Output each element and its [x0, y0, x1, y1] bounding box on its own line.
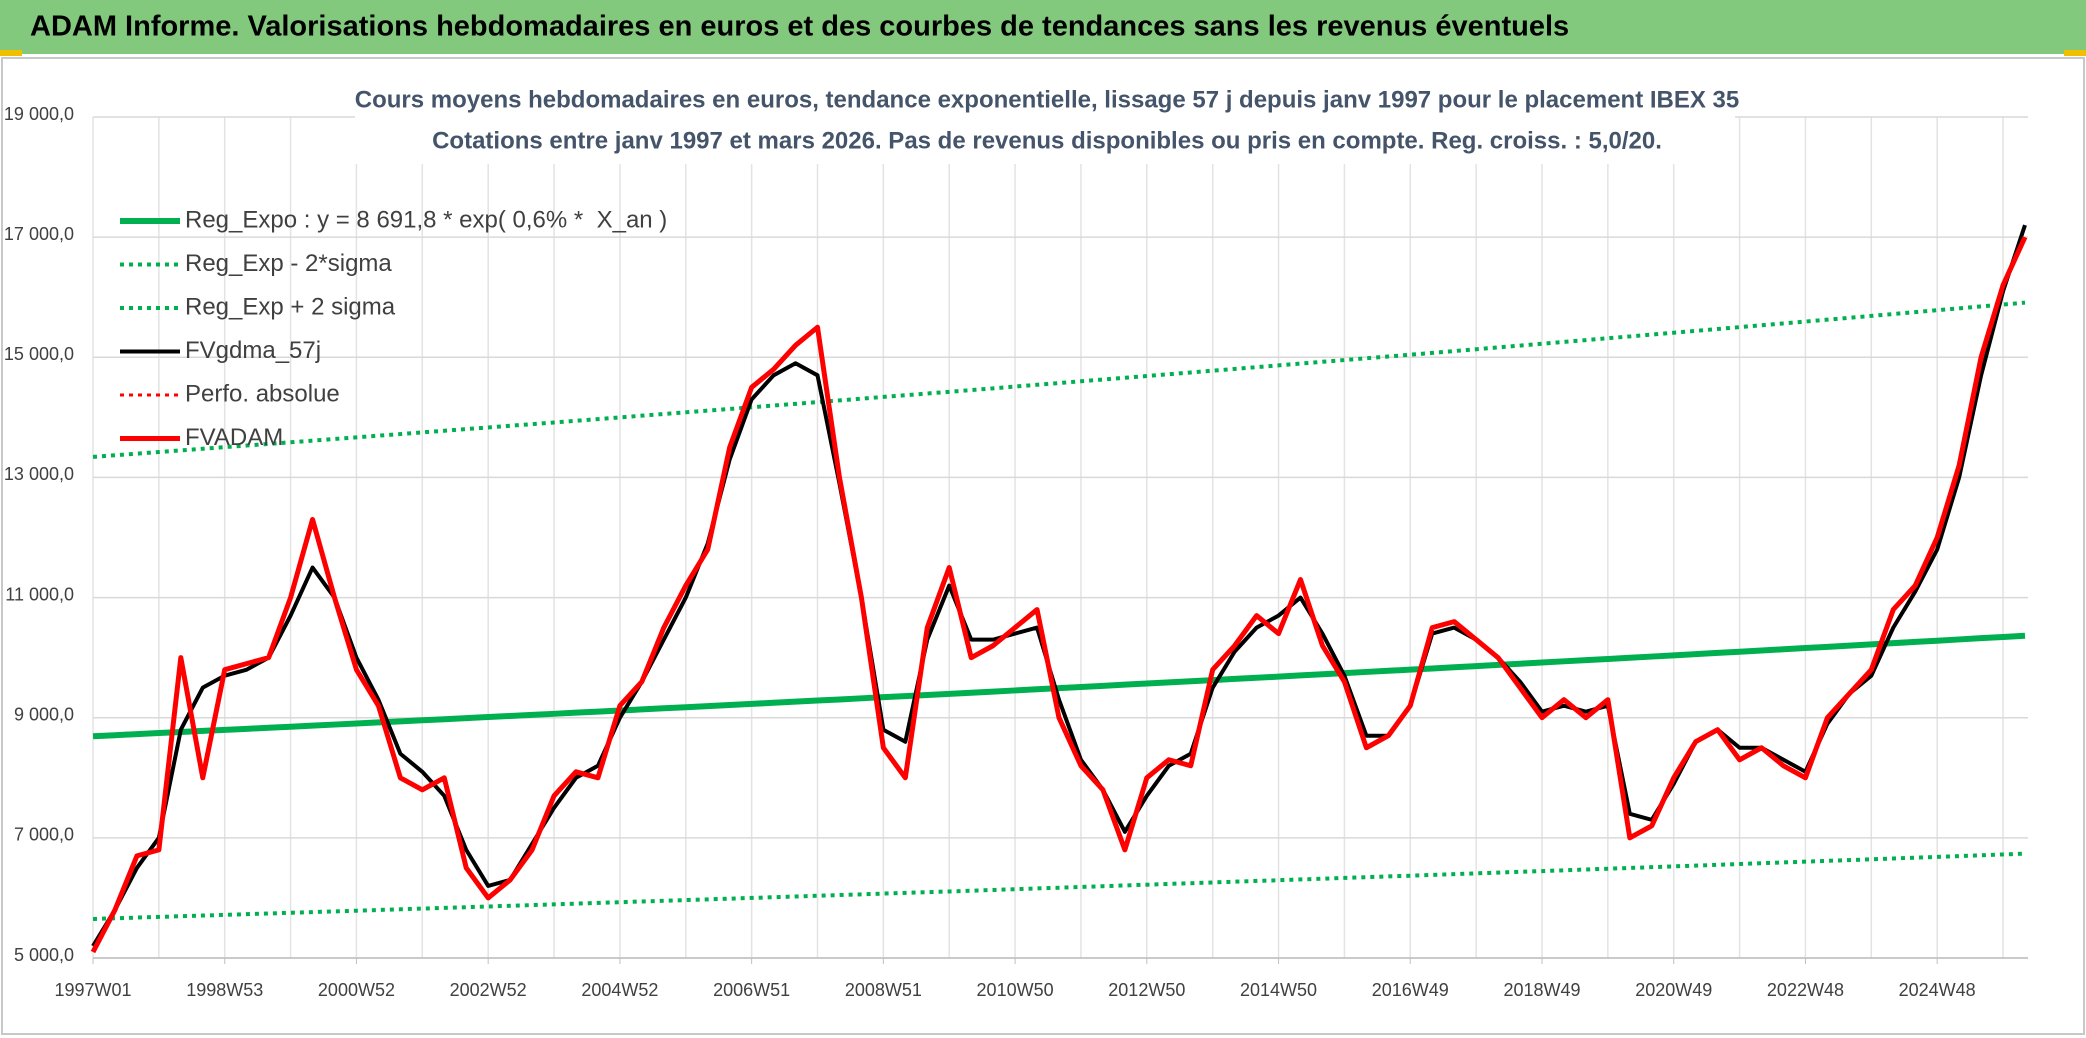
- header-title: ADAM Informe. Valorisations hebdomadaire…: [30, 11, 1569, 43]
- y-tick-label: 11 000,0: [5, 584, 74, 604]
- legend-label: Reg_Exp - 2*sigma: [185, 250, 392, 277]
- x-tick-label: 2016W49: [1372, 980, 1449, 1000]
- x-tick-label: 2018W49: [1503, 980, 1580, 1000]
- x-tick-label: 2022W48: [1767, 980, 1844, 1000]
- series-line: [92, 851, 2026, 921]
- x-tick-label: 2024W48: [1899, 980, 1976, 1000]
- series-line: [92, 300, 2026, 459]
- y-tick-label: 19 000,0: [4, 104, 74, 124]
- legend-label: FVgdma_57j: [185, 337, 321, 364]
- plot-area: 5 000,0 7 000,0 9 000,0 11 000,0 13 000,0 15 …: [4, 104, 2028, 1000]
- title-box: [355, 80, 1735, 164]
- x-tick-label: 2008W51: [845, 980, 922, 1000]
- x-tick-label: 2002W52: [450, 980, 527, 1000]
- legend: Reg_Expo : y = 8 691,8 * exp( 0,6% * X_a…: [120, 206, 667, 451]
- x-tick-label: 1998W53: [186, 980, 263, 1000]
- header-bar: [0, 0, 2086, 54]
- corner: [0, 50, 22, 56]
- x-tick-label: 2014W50: [1240, 980, 1317, 1000]
- y-tick-label: 17 000,0: [4, 224, 74, 244]
- legend-label: Reg_Exp + 2 sigma: [185, 293, 396, 320]
- series-line: [90, 236, 2028, 954]
- x-tick-label: 2006W51: [713, 980, 790, 1000]
- chart-frame: [1, 57, 2085, 1035]
- legend-label: FVADAM: [185, 424, 283, 451]
- x-tick-label: 2000W52: [318, 980, 395, 1000]
- x-tick-label: 2020W49: [1635, 980, 1712, 1000]
- x-tick-label: 2004W52: [581, 980, 658, 1000]
- y-tick-label: 15 000,0: [4, 344, 74, 364]
- chart-subtitle: Cotations entre janv 1997 et mars 2026. …: [432, 127, 1662, 154]
- x-tick-label: 2010W50: [977, 980, 1054, 1000]
- legend-label: Reg_Expo : y = 8 691,8 * exp( 0,6% * X_a…: [185, 206, 667, 233]
- y-tick-label: 9 000,0: [14, 704, 74, 724]
- chart-title: Cours moyens hebdomadaires en euros, ten…: [355, 86, 1740, 113]
- x-tick-label: 2012W50: [1108, 980, 1185, 1000]
- x-tick-label: 1997W01: [54, 980, 131, 1000]
- y-tick-label: 7 000,0: [14, 825, 74, 845]
- legend-label: Perfo. absolue: [185, 380, 340, 407]
- y-tick-label: 5 000,0: [14, 945, 74, 965]
- y-tick-label: 13 000,0: [4, 464, 74, 484]
- series-line: [92, 632, 2026, 740]
- corner: [2064, 50, 2086, 56]
